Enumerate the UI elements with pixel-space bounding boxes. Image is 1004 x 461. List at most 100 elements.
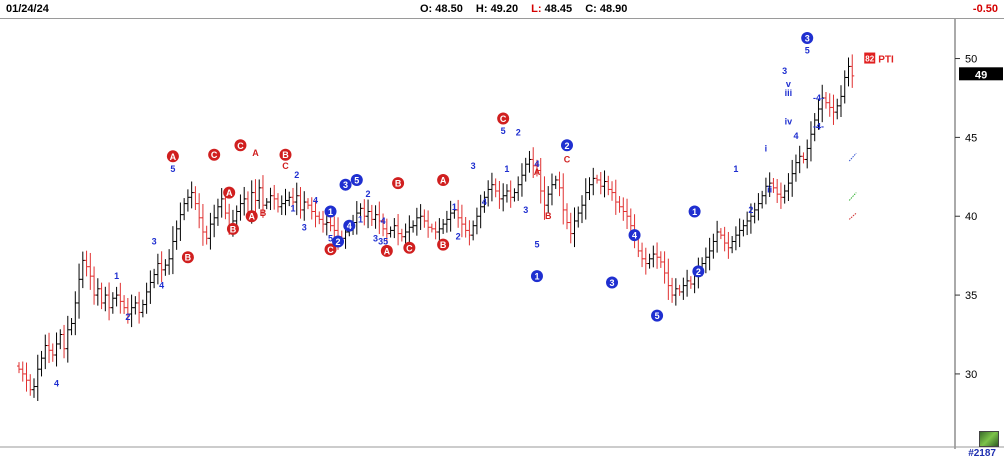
ohlc-bar (617, 196, 622, 213)
wave-label: 3 (373, 233, 378, 243)
wave-label: A (226, 188, 233, 198)
ohlc-bar (313, 200, 318, 228)
ohlc-bar (610, 181, 615, 201)
ohlc-bar (268, 187, 273, 211)
ohlc-bar (576, 206, 581, 228)
ohlc-bar (591, 167, 596, 196)
ohlc-bar (69, 318, 74, 336)
wave-label: 4 (534, 159, 539, 169)
ohlc-bar (797, 145, 802, 174)
chart-thumbnail-button[interactable] (979, 431, 999, 447)
wave-label: 4 (313, 195, 318, 205)
wave-label-circle: B (181, 251, 194, 264)
ohlc-bar (685, 269, 690, 297)
wave-label-circle: 3 (606, 276, 619, 289)
ohlc-bar (778, 182, 783, 209)
wave-circle (339, 178, 352, 191)
wave-label: 4 (347, 221, 352, 231)
ohlc-bar (62, 324, 67, 359)
ohlc-bar (767, 172, 772, 198)
ohlc-bar (827, 93, 832, 117)
wave-circle (392, 177, 405, 190)
ohlc-bar (587, 177, 592, 201)
wave-label: 2 (366, 189, 371, 199)
ohlc-bar (478, 194, 483, 229)
wave-label: i (765, 143, 768, 153)
ohlc-bar (542, 176, 547, 220)
wave-circle (530, 270, 543, 283)
ohlc-bar (782, 184, 787, 204)
ohlc-bar (32, 378, 37, 398)
wave-label-circle: 5 (651, 309, 664, 322)
wave-label: B (545, 211, 552, 221)
wave-circle (324, 243, 337, 256)
ohlc-bar (463, 216, 468, 238)
ohlc-bar (448, 200, 453, 232)
ohlc-bar (392, 218, 397, 239)
ohlc-bar (801, 152, 806, 164)
wave-label: 3 (523, 205, 528, 215)
ohlc-bar (628, 208, 633, 234)
ohlc-bar (197, 193, 202, 229)
wave-label: -4- (813, 121, 824, 131)
ohlc-bar (467, 220, 472, 246)
ohlc-bar (651, 245, 656, 268)
wave-circle (279, 148, 292, 161)
ohlc-bar (275, 193, 280, 213)
ohlc-bar (129, 294, 134, 328)
wave-circle (245, 210, 258, 223)
ohlc-bar (321, 210, 326, 233)
wave-circle (437, 173, 450, 186)
ohlc-bars (17, 54, 855, 401)
wave-circle (324, 205, 337, 218)
wave-circle (651, 309, 664, 322)
wave-label: 2 (564, 141, 569, 151)
ohlc-bar (264, 198, 269, 210)
ohlc-bar (279, 195, 284, 215)
wave-label: C (327, 245, 334, 255)
wave-label: 3 (302, 222, 307, 232)
ohlc-bar (234, 205, 239, 228)
wave-label-circle: 1 (688, 205, 701, 218)
wave-label: 5 (534, 240, 539, 250)
projection-mark (848, 152, 857, 162)
wave-label-circle: 1 (324, 205, 337, 218)
wave-circle (380, 244, 393, 257)
wave-label-circle: B (437, 238, 450, 251)
ohlc-bar (411, 220, 416, 233)
last-price-label: 49 (975, 69, 987, 81)
ohlc-bar (242, 186, 247, 216)
ohlc-bar (73, 291, 78, 336)
ohlc-bar (381, 213, 386, 237)
wave-label-circle: C (234, 139, 247, 152)
ohlc-bar (640, 242, 645, 268)
ohlc-bar (238, 194, 243, 221)
ohlc-bar (763, 177, 768, 205)
last-price-tag (959, 67, 1003, 81)
wave-label: 2 (125, 312, 130, 322)
wave-label: 4 (54, 378, 59, 388)
ohlc-bar (306, 198, 311, 210)
wave-label-circle: 2 (560, 139, 573, 152)
ohlc-bar (812, 113, 817, 142)
wave-circle (226, 222, 239, 235)
ohlc-bar (489, 172, 494, 202)
ohlc-bar (516, 176, 521, 201)
wave-circle (801, 32, 814, 45)
wave-label: B (282, 150, 289, 160)
ohlc-bar (193, 186, 198, 210)
ohlc-bar (189, 181, 194, 209)
ohlc-bar (174, 220, 179, 250)
wave-label: ii (767, 184, 772, 194)
wave-label: 2 (456, 232, 461, 242)
ohlc-bar (441, 219, 446, 234)
ohlc-bar (737, 218, 742, 248)
wave-label-circle: 2 (332, 235, 345, 248)
wave-label: A (384, 246, 391, 256)
ohlc-bar (260, 175, 265, 218)
ohlc-bar (598, 171, 603, 195)
ohlc-bar (730, 236, 735, 254)
wave-label: A (440, 175, 447, 185)
